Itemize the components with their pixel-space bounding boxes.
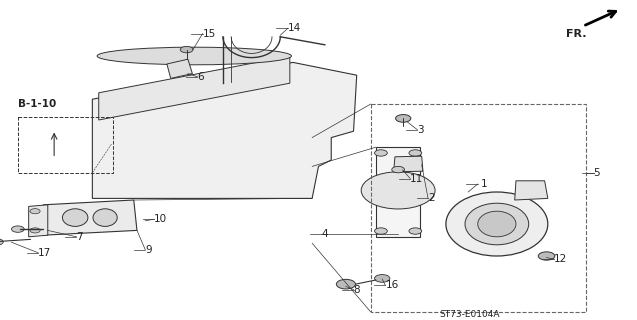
Polygon shape [394, 156, 423, 172]
Text: 3: 3 [417, 124, 424, 135]
Text: 11: 11 [410, 173, 424, 184]
Polygon shape [29, 205, 48, 237]
Circle shape [180, 46, 193, 53]
Circle shape [409, 228, 422, 234]
Text: 14: 14 [288, 23, 301, 33]
Circle shape [375, 150, 387, 156]
Text: ST73-E0104A: ST73-E0104A [440, 310, 500, 319]
Text: 7: 7 [76, 232, 83, 242]
Text: 1: 1 [481, 179, 487, 189]
Circle shape [361, 172, 435, 209]
Ellipse shape [446, 192, 548, 256]
Circle shape [336, 279, 355, 289]
Circle shape [0, 239, 3, 245]
Circle shape [538, 252, 555, 260]
Bar [18, 117, 113, 173]
Polygon shape [376, 147, 420, 237]
Circle shape [30, 209, 40, 214]
Ellipse shape [465, 203, 529, 245]
Circle shape [375, 228, 387, 234]
Polygon shape [515, 181, 548, 200]
Text: 2: 2 [428, 193, 434, 204]
Text: 9: 9 [145, 244, 152, 255]
Ellipse shape [62, 209, 88, 227]
Ellipse shape [97, 47, 292, 65]
Text: 8: 8 [354, 284, 360, 295]
Text: 16: 16 [385, 280, 399, 291]
Text: 5: 5 [594, 168, 600, 178]
Polygon shape [167, 59, 192, 78]
Ellipse shape [93, 209, 117, 227]
Bar [371, 104, 586, 312]
Polygon shape [99, 56, 290, 120]
Polygon shape [43, 200, 137, 235]
Circle shape [30, 228, 40, 233]
Text: 15: 15 [203, 28, 216, 39]
Circle shape [11, 226, 24, 232]
Ellipse shape [478, 211, 516, 237]
Text: 17: 17 [38, 248, 52, 258]
Polygon shape [92, 62, 357, 198]
Text: 10: 10 [154, 214, 168, 224]
Text: B-1-10: B-1-10 [18, 99, 56, 109]
Circle shape [396, 115, 411, 122]
Text: 12: 12 [554, 254, 568, 264]
Text: 4: 4 [322, 228, 328, 239]
Text: FR.: FR. [566, 29, 586, 39]
Circle shape [392, 166, 404, 173]
Circle shape [409, 150, 422, 156]
Text: 6: 6 [197, 72, 204, 82]
Circle shape [375, 275, 390, 282]
